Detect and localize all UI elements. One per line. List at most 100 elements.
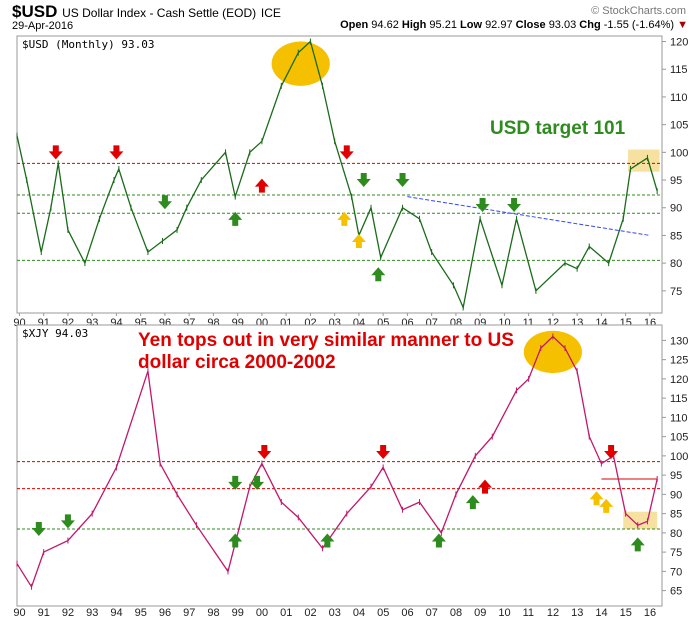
y-tick-label: 110	[670, 412, 688, 424]
arrow-up-icon	[351, 233, 366, 248]
price-series	[16, 335, 658, 589]
y-tick-label: 95	[670, 175, 682, 187]
x-tick-label: 92	[62, 607, 74, 619]
arrow-up-icon	[254, 178, 269, 193]
arrow-up-icon	[599, 498, 614, 513]
y-tick-label: 95	[670, 470, 682, 482]
arrow-down-icon	[60, 514, 75, 529]
quote-bar: Open 94.62 High 95.21 Low 92.97 Close 93…	[340, 19, 688, 31]
x-tick-label: 97	[183, 607, 195, 619]
y-tick-label: 70	[670, 566, 682, 578]
arrow-down-icon	[250, 475, 265, 490]
y-tick-label: 105	[670, 120, 688, 132]
arrow-down-icon	[475, 197, 490, 212]
trendline	[407, 196, 650, 236]
y-tick-label: 100	[670, 451, 688, 463]
arrow-down-icon	[604, 445, 619, 460]
arrow-up-icon	[431, 533, 446, 548]
arrow-down-icon	[356, 173, 371, 188]
x-tick-label: 90	[13, 607, 25, 619]
x-tick-label: 08	[450, 607, 462, 619]
y-tick-label: 65	[670, 586, 682, 598]
x-tick-label: 13	[571, 607, 583, 619]
arrow-down-icon	[109, 145, 124, 160]
y-tick-label: 80	[670, 528, 682, 540]
quote-date: 29-Apr-2016	[12, 20, 74, 32]
arrow-down-icon	[507, 197, 522, 212]
highlight-ellipse	[523, 330, 582, 374]
arrow-up-icon	[630, 537, 645, 552]
x-tick-label: 16	[644, 607, 656, 619]
y-tick-label: 100	[670, 147, 688, 159]
x-tick-label: 14	[595, 607, 607, 619]
y-tick-label: 120	[670, 374, 688, 386]
y-tick-label: 125	[670, 355, 688, 367]
high-label: High	[401, 19, 427, 31]
arrow-up-icon	[589, 491, 604, 506]
y-tick-label: 75	[670, 286, 682, 298]
high-value: 95.21	[429, 19, 457, 31]
panel-frame	[16, 35, 663, 314]
y-tick-label: 85	[670, 230, 682, 242]
exchange: ICE	[260, 6, 281, 20]
x-tick-label: 95	[135, 607, 147, 619]
chg-label: Chg	[579, 19, 601, 31]
x-tick-label: 15	[620, 607, 632, 619]
down-triangle-icon: ▼	[677, 19, 688, 31]
arrow-down-icon	[376, 445, 391, 460]
y-tick-label: 75	[670, 547, 682, 559]
arrow-down-icon	[31, 522, 46, 537]
arrow-up-icon	[465, 495, 480, 510]
usd-panel-title: $USD (Monthly) 93.03	[22, 38, 155, 51]
x-tick-label: 91	[38, 607, 50, 619]
x-tick-label: 05	[377, 607, 389, 619]
close-value: 93.03	[548, 19, 577, 31]
arrow-down-icon	[395, 173, 410, 188]
x-tick-label: 06	[401, 607, 413, 619]
usd-annotation: USD target 101	[490, 118, 626, 139]
x-tick-label: 07	[426, 607, 438, 619]
x-tick-label: 11	[523, 317, 534, 329]
xjy-panel-title: $XJY 94.03	[22, 327, 89, 340]
y-tick-label: 120	[670, 37, 688, 49]
x-tick-label: 02	[304, 607, 316, 619]
arrow-up-icon	[337, 211, 352, 226]
x-tick-label: 93	[86, 607, 98, 619]
x-tick-label: 96	[159, 607, 171, 619]
x-tick-label: 01	[280, 607, 292, 619]
arrow-down-icon	[228, 475, 243, 490]
arrow-up-icon	[320, 533, 335, 548]
y-tick-label: 130	[670, 335, 688, 347]
open-value: 94.62	[371, 19, 399, 31]
y-tick-label: 115	[670, 393, 688, 405]
x-tick-label: 12	[547, 607, 559, 619]
y-tick-label: 110	[670, 92, 688, 104]
arrow-up-icon	[228, 211, 243, 226]
x-tick-label: 94	[110, 607, 122, 619]
arrow-up-icon	[477, 479, 492, 494]
y-tick-label: 105	[670, 432, 688, 444]
x-tick-label: 99	[232, 607, 244, 619]
low-value: 92.97	[485, 19, 513, 31]
instrument-name: US Dollar Index - Cash Settle (EOD)	[62, 6, 257, 20]
y-tick-label: 80	[670, 258, 682, 270]
arrow-up-icon	[228, 533, 243, 548]
highlight-box	[623, 511, 658, 530]
y-tick-label: 115	[670, 64, 688, 76]
open-label: Open	[340, 19, 369, 31]
x-tick-label: 00	[256, 607, 268, 619]
arrow-down-icon	[48, 145, 63, 160]
y-tick-label: 90	[670, 489, 682, 501]
price-series	[16, 40, 658, 310]
symbol: $USD	[12, 2, 58, 21]
arrow-down-icon	[157, 195, 172, 210]
watermark: © StockCharts.com	[591, 5, 686, 17]
x-tick-label: 10	[498, 607, 510, 619]
y-tick-label: 85	[670, 509, 682, 521]
x-tick-label: 98	[207, 607, 219, 619]
arrow-down-icon	[257, 445, 272, 460]
x-tick-label: 11	[523, 607, 534, 619]
x-tick-label: 04	[353, 607, 365, 619]
